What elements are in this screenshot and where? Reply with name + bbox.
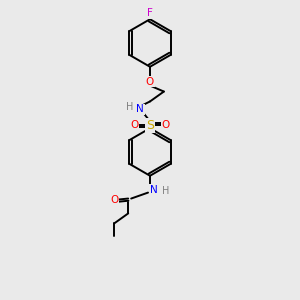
Text: N: N (136, 104, 144, 114)
Text: H: H (126, 102, 133, 112)
Text: S: S (146, 119, 154, 132)
Text: H: H (162, 186, 169, 196)
Text: N: N (150, 184, 158, 195)
Text: O: O (146, 76, 154, 87)
Text: O: O (130, 120, 138, 130)
Text: O: O (162, 120, 170, 130)
Text: O: O (110, 194, 118, 205)
Text: F: F (147, 8, 153, 18)
